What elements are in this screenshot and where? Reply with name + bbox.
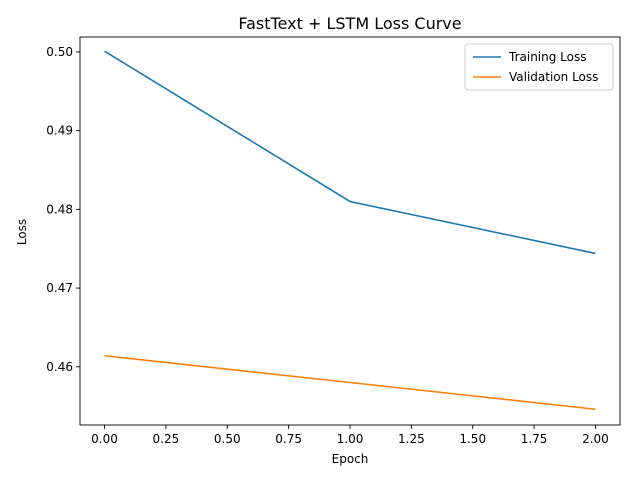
y-axis-label: Loss [15, 219, 29, 245]
x-tick-label: 1.50 [459, 432, 486, 446]
x-tick-label: 0.25 [153, 432, 180, 446]
x-tick-label: 0.00 [91, 432, 118, 446]
legend: Training Loss Validation Loss [464, 43, 614, 91]
chart-title: FastText + LSTM Loss Curve [238, 14, 461, 33]
x-tick-label: 0.50 [214, 432, 241, 446]
x-tick-label: 2.00 [582, 432, 609, 446]
x-tick-label: 1.00 [337, 432, 364, 446]
plot-area: 0.00 0.25 0.50 0.75 1.00 1.25 1.50 1.75 2.00 0.46… [46, 36, 621, 446]
y-tick-label: 0.46 [46, 360, 73, 374]
y-tick-label: 0.48 [46, 202, 73, 216]
y-tick-label: 0.50 [46, 45, 73, 59]
x-tick-label: 0.75 [275, 432, 302, 446]
x-axis-label: Epoch [332, 452, 369, 466]
legend-box [464, 43, 614, 91]
x-tick-label: 1.75 [521, 432, 548, 446]
y-tick-label: 0.47 [46, 281, 73, 295]
y-tick-label: 0.49 [46, 124, 73, 138]
legend-label: Training Loss [508, 50, 586, 64]
legend-label: Validation Loss [509, 70, 598, 84]
x-tick-label: 1.25 [398, 432, 425, 446]
